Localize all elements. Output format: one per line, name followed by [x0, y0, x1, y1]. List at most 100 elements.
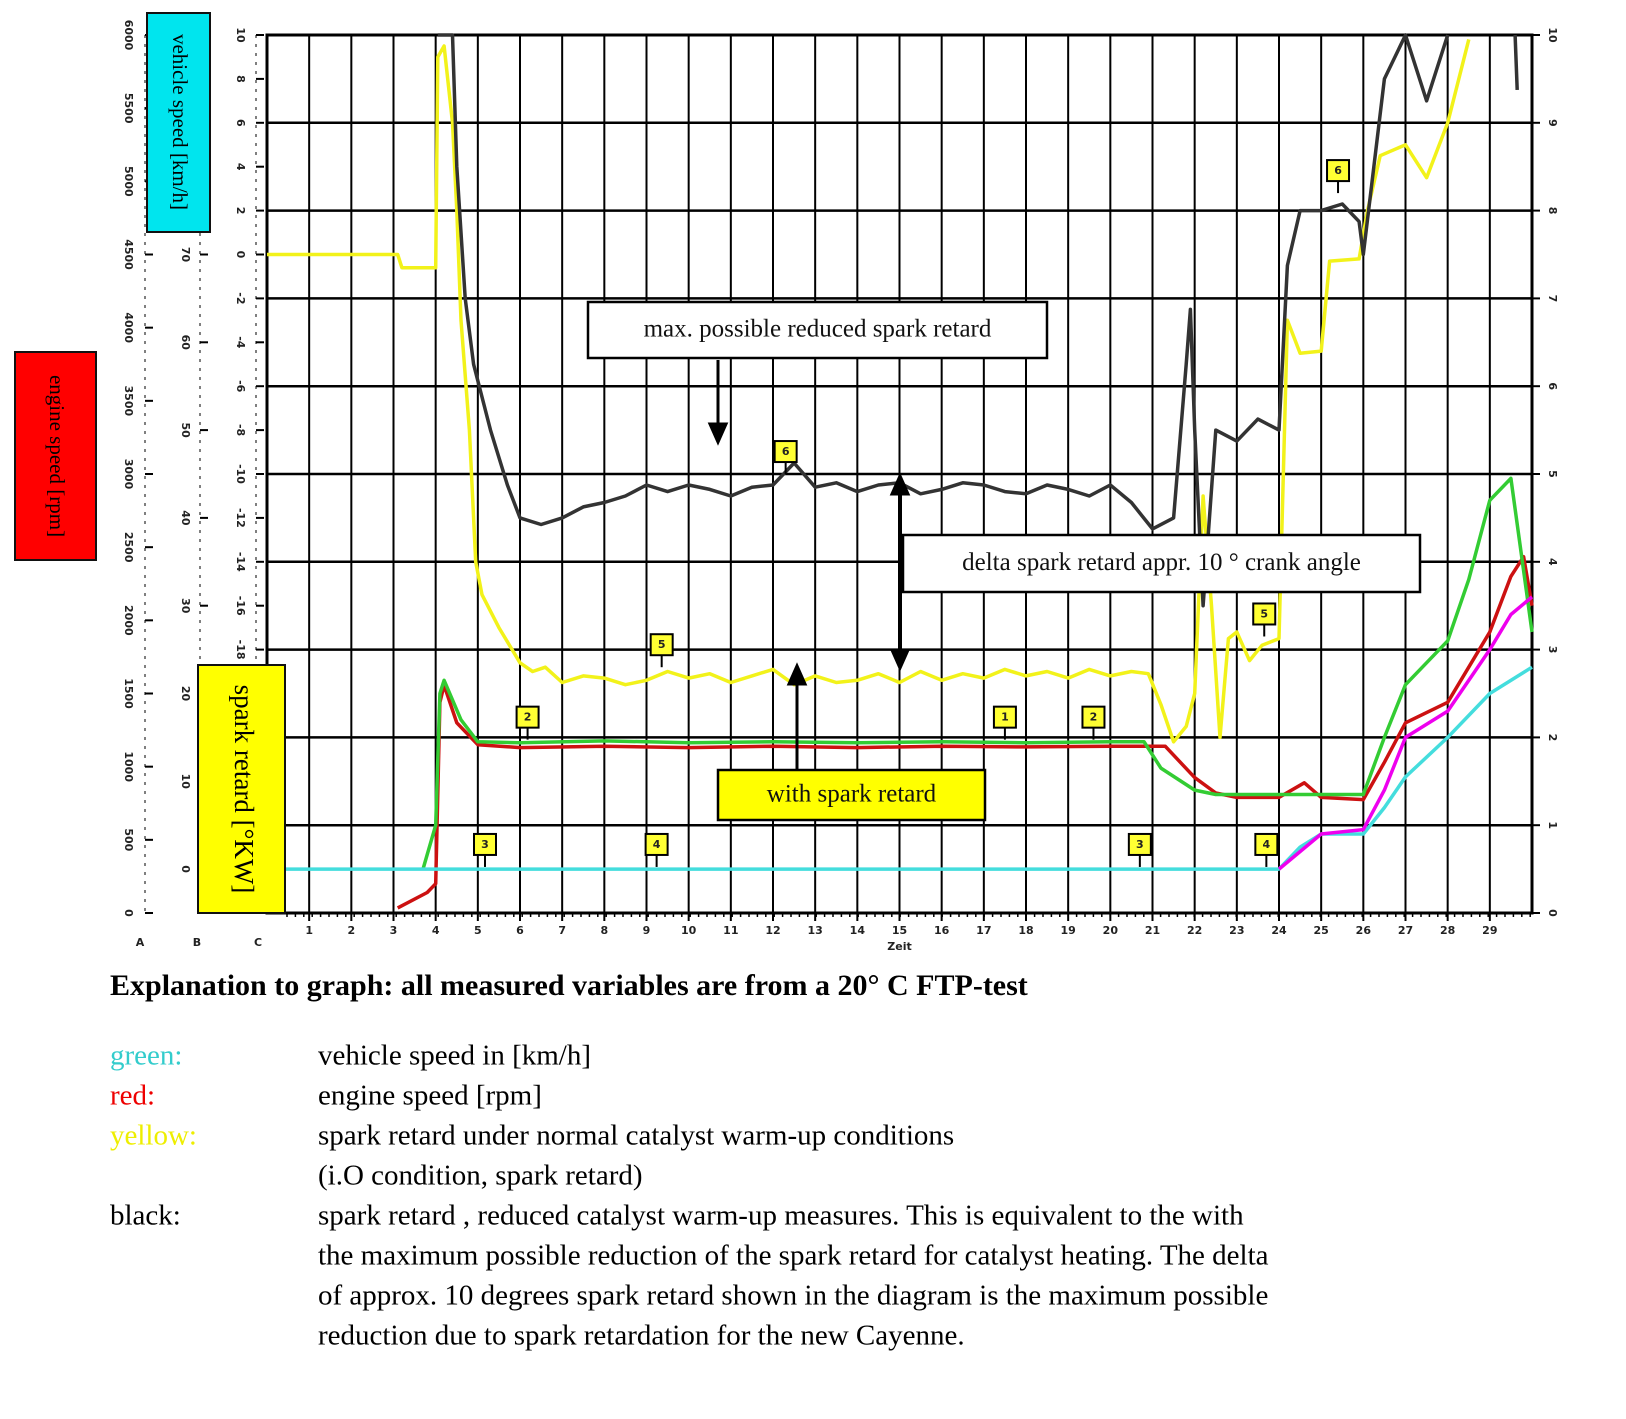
- marker-box: [515, 705, 540, 729]
- y-tick-label: 4: [1546, 558, 1559, 566]
- y-tick-label: 1: [1546, 821, 1559, 829]
- x-tick-label: 15: [892, 924, 907, 937]
- series-line: [421, 476, 1534, 870]
- axis-title-box: [14, 351, 97, 561]
- y-tick-label: 20: [179, 686, 192, 702]
- y-tick-label: 4000: [122, 312, 135, 343]
- legend-text: reduction due to spark retardation for t…: [318, 1320, 965, 1352]
- annotation: delta spark retard appr. 10 ° crank angl…: [962, 549, 1361, 576]
- x-tick-label: 11: [723, 924, 738, 937]
- y-tick-label: 5500: [122, 93, 135, 124]
- explanation: Explanation to graph: all measured varia…: [110, 969, 1269, 1352]
- y-tick-label: 3500: [122, 386, 135, 417]
- y-tick-label: 6000: [122, 20, 135, 51]
- arrow-head: [889, 648, 911, 672]
- y-tick-label: 3000: [122, 459, 135, 490]
- y-tick-label: -2: [234, 292, 247, 304]
- y-tick-label: -10: [234, 464, 247, 484]
- x-tick-label: 21: [1145, 924, 1160, 937]
- y-tick-label: 10: [179, 774, 192, 790]
- axis-letter: A: [136, 936, 145, 949]
- arrow-head: [707, 422, 729, 446]
- marker-label: 2: [1090, 711, 1098, 724]
- x-tick-label: 1: [305, 924, 313, 937]
- y-tick-label: -8: [234, 424, 247, 436]
- legend-key: red:: [110, 1080, 155, 1112]
- annotation-box: [716, 768, 987, 822]
- y-tick-label: -6: [234, 380, 247, 393]
- legend-text: engine speed [rpm]: [318, 1080, 542, 1112]
- marker-box: [1081, 705, 1106, 729]
- axis-title-box: [197, 664, 286, 914]
- y-tick-label: 2: [234, 207, 247, 215]
- y-tick-label: 9: [1546, 119, 1559, 127]
- y-tick-label: 3: [1546, 646, 1559, 654]
- annotation-box: [586, 300, 1049, 360]
- x-tick-label: 27: [1398, 924, 1413, 937]
- y-tick-label: 30: [179, 598, 192, 614]
- axis-title: vehicle speed [km/h]: [168, 34, 192, 210]
- marker-box: [473, 832, 498, 856]
- marker-label: 2: [524, 711, 532, 724]
- marker-box: [1326, 159, 1351, 183]
- marker-label: 5: [1260, 607, 1268, 620]
- x-tick-label: 5: [474, 924, 482, 937]
- y-tick-label: 5000: [122, 166, 135, 197]
- arrows: [707, 360, 911, 770]
- series-line: [1277, 595, 1534, 871]
- x-tick-label: 8: [601, 924, 609, 937]
- y-tick-label: 6: [1546, 382, 1559, 390]
- axis-title-box: [146, 12, 211, 233]
- y-tick-label: 1000: [122, 751, 135, 782]
- x-tick-label: 7: [558, 924, 566, 937]
- legend-text: the maximum possible reduction of the sp…: [318, 1240, 1269, 1272]
- x-tick-label: 22: [1187, 924, 1202, 937]
- legend-text: spark retard , reduced catalyst warm-up …: [318, 1200, 1244, 1232]
- y-tick-label: -4: [234, 336, 247, 349]
- x-tick-label: 12: [765, 924, 780, 937]
- series-line: [267, 38, 1471, 744]
- series-line: [437, 33, 1519, 608]
- x-tick-label: 24: [1271, 924, 1287, 937]
- y-tick-label: -14: [234, 552, 247, 572]
- y-tick-label: 2: [1546, 734, 1559, 742]
- y-tick-label: 4500: [122, 239, 135, 270]
- x-tick-label: 16: [934, 924, 950, 937]
- arrow-head: [889, 472, 911, 496]
- x-tick-label: 3: [390, 924, 398, 937]
- marker-label: 3: [1136, 838, 1144, 851]
- marker-box: [649, 633, 674, 657]
- axis-title: spark retard [°KW]: [229, 685, 259, 894]
- annotation: with spark retard: [767, 781, 937, 808]
- x-tick-label: 28: [1440, 924, 1455, 937]
- x-tick-label: 23: [1229, 924, 1244, 937]
- legend-text: of approx. 10 degrees spark retard shown…: [318, 1280, 1268, 1312]
- y-tick-label: 10: [1546, 27, 1559, 43]
- y-tick-label: 10: [234, 27, 247, 43]
- annotation: max. possible reduced spark retard: [644, 316, 992, 343]
- marker-label: 4: [653, 838, 661, 851]
- marker-label: 6: [782, 445, 790, 458]
- y-tick-label: 60: [179, 335, 192, 351]
- axis-title: engine speed [rpm]: [45, 375, 69, 537]
- y-tick-label: 70: [179, 247, 192, 263]
- marker-label: 4: [1263, 838, 1271, 851]
- marker-box: [1127, 832, 1152, 856]
- x-tick-label: 19: [1061, 924, 1076, 937]
- legend-text: spark retard under normal catalyst warm-…: [318, 1120, 954, 1152]
- legend-text: vehicle speed in [km/h]: [318, 1040, 591, 1072]
- y-tick-label: 0: [1546, 909, 1559, 917]
- marker-label: 6: [1334, 164, 1342, 177]
- axis-letter: B: [193, 936, 201, 949]
- y-tick-label: 7: [1546, 295, 1559, 303]
- y-tick-label: 6: [234, 119, 247, 127]
- y-tick-label: 50: [179, 422, 192, 438]
- marker-box: [1252, 602, 1277, 626]
- marker-box: [773, 440, 798, 464]
- x-tick-label: 25: [1314, 924, 1329, 937]
- y-tick-label: -16: [234, 596, 247, 616]
- x-tick-label: 26: [1356, 924, 1372, 937]
- y-tick-label: 500: [122, 828, 135, 851]
- marker-box: [992, 705, 1017, 729]
